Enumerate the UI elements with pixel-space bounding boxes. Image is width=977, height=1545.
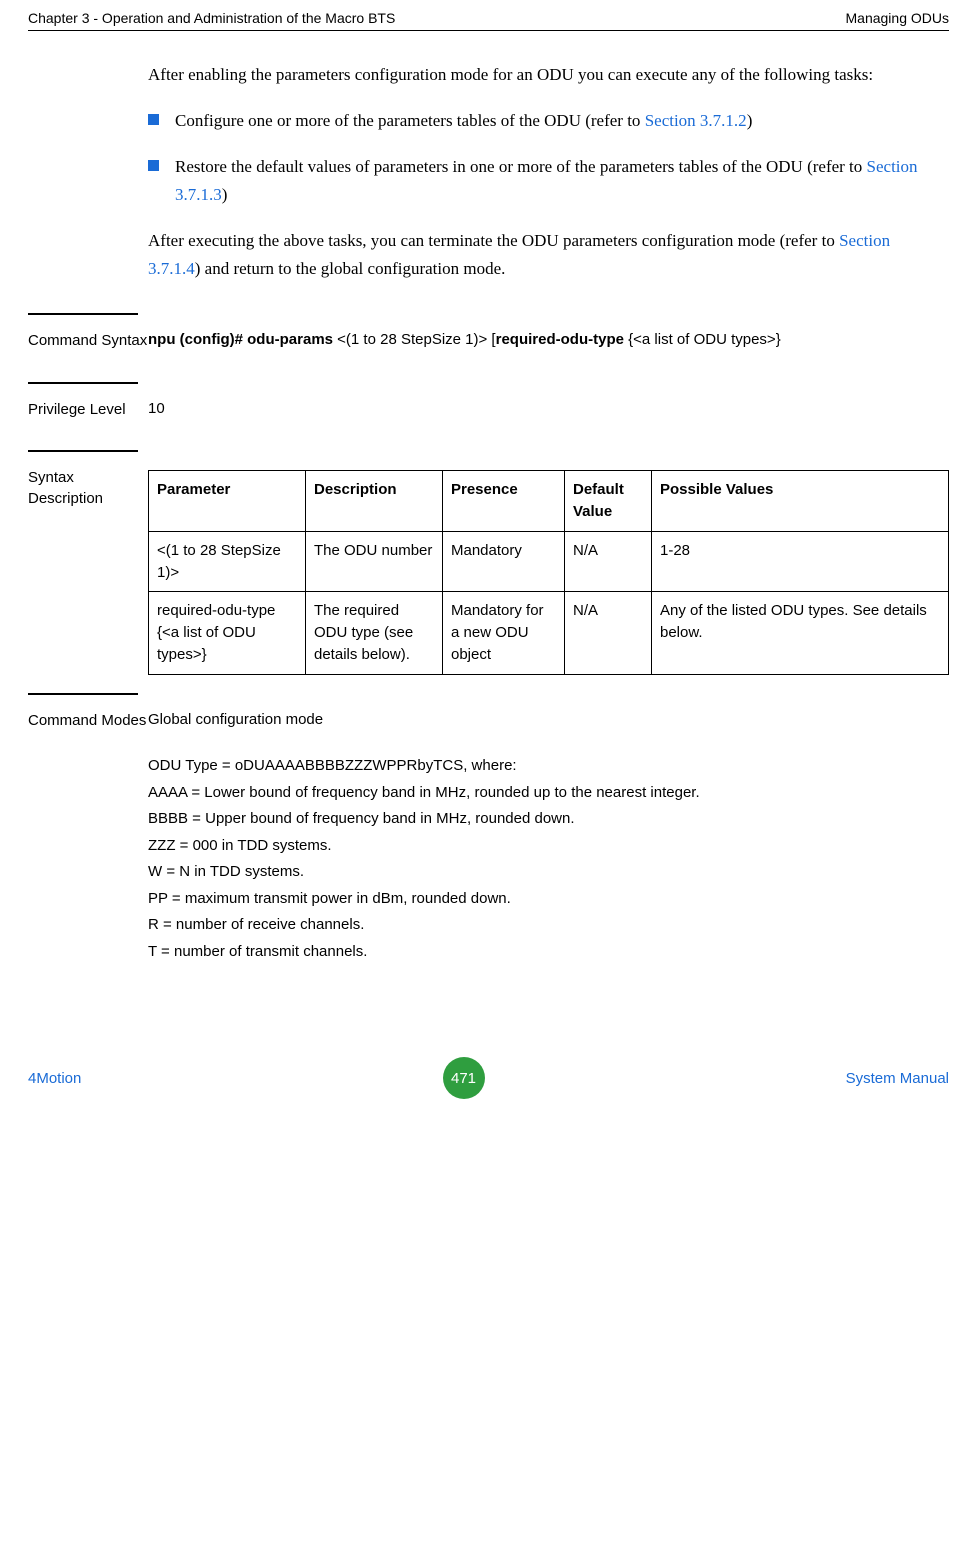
list-item: Restore the default values of parameters… xyxy=(148,153,939,209)
cmd-part-bold-1: npu (config)# odu-params xyxy=(148,331,337,348)
cell-presence: Mandatory for a new ODU object xyxy=(443,592,565,674)
col-presence: Presence xyxy=(443,471,565,532)
section-link-3-7-1-2[interactable]: Section 3.7.1.2 xyxy=(645,111,747,130)
intro-paragraph-1: After enabling the parameters configurat… xyxy=(148,61,939,89)
task-list: Configure one or more of the parameters … xyxy=(148,107,939,209)
bullet-2-post: ) xyxy=(222,185,228,204)
privilege-level-label: Privilege Level xyxy=(28,398,148,420)
command-syntax-label: Command Syntax xyxy=(28,329,148,351)
page-footer: 4Motion 471 System Manual xyxy=(0,1017,977,1111)
square-bullet-icon xyxy=(148,114,159,125)
note-line-8: T = number of transmit channels. xyxy=(148,941,949,964)
col-default-value: Default Value xyxy=(565,471,652,532)
square-bullet-icon xyxy=(148,160,159,171)
para2-pre: After executing the above tasks, you can… xyxy=(148,231,839,250)
cmd-part-bold-2: required-odu-type xyxy=(496,331,624,348)
cell-parameter: <(1 to 28 StepSize 1)> xyxy=(149,531,306,592)
notes-spacer xyxy=(28,751,148,753)
cell-parameter: required-odu-type {<a list of ODU types>… xyxy=(149,592,306,674)
col-possible-values: Possible Values xyxy=(652,471,949,532)
cell-description: The ODU number xyxy=(306,531,443,592)
bullet-1-pre: Configure one or more of the parameters … xyxy=(175,111,645,130)
bullet-1-post: ) xyxy=(747,111,753,130)
note-line-7: R = number of receive channels. xyxy=(148,914,949,937)
page-number: 471 xyxy=(443,1057,485,1099)
syntax-description-label: Syntax Description xyxy=(28,466,148,509)
odu-type-notes: ODU Type = oDUAAAABBBBZZZWPPRbyTCS, wher… xyxy=(148,751,949,967)
table-row: required-odu-type {<a list of ODU types>… xyxy=(149,592,949,674)
table-header-row: Parameter Description Presence Default V… xyxy=(149,471,949,532)
parameter-table: Parameter Description Presence Default V… xyxy=(148,470,949,674)
note-line-4: ZZZ = 000 in TDD systems. xyxy=(148,835,949,858)
col-description: Description xyxy=(306,471,443,532)
cmd-part-normal-1: <(1 to 28 StepSize 1)> [ xyxy=(337,331,495,348)
header-rule xyxy=(28,30,949,31)
footer-doc-title: System Manual xyxy=(846,1070,949,1087)
cell-description: The required ODU type (see details below… xyxy=(306,592,443,674)
cell-possible: 1-28 xyxy=(652,531,949,592)
command-syntax-value: npu (config)# odu-params <(1 to 28 StepS… xyxy=(148,329,949,352)
cell-default: N/A xyxy=(565,592,652,674)
note-line-6: PP = maximum transmit power in dBm, roun… xyxy=(148,888,949,911)
list-item: Configure one or more of the parameters … xyxy=(148,107,939,135)
cmd-part-normal-2: {<a list of ODU types>} xyxy=(624,331,781,348)
command-modes-label: Command Modes xyxy=(28,709,148,731)
para2-post: ) and return to the global configuration… xyxy=(195,259,506,278)
command-modes-value: Global configuration mode xyxy=(148,709,949,732)
bullet-2-pre: Restore the default values of parameters… xyxy=(175,157,867,176)
privilege-level-value: 10 xyxy=(148,398,949,421)
note-line-2: AAAA = Lower bound of frequency band in … xyxy=(148,782,949,805)
note-line-5: W = N in TDD systems. xyxy=(148,861,949,884)
footer-product: 4Motion xyxy=(28,1070,81,1087)
cell-possible: Any of the listed ODU types. See details… xyxy=(652,592,949,674)
cell-presence: Mandatory xyxy=(443,531,565,592)
cell-default: N/A xyxy=(565,531,652,592)
note-line-1: ODU Type = oDUAAAABBBBZZZWPPRbyTCS, wher… xyxy=(148,755,949,778)
intro-paragraph-2: After executing the above tasks, you can… xyxy=(148,227,939,283)
bullet-2-text: Restore the default values of parameters… xyxy=(175,153,939,209)
note-line-3: BBBB = Upper bound of frequency band in … xyxy=(148,808,949,831)
col-parameter: Parameter xyxy=(149,471,306,532)
header-section: Managing ODUs xyxy=(846,10,950,26)
table-row: <(1 to 28 StepSize 1)> The ODU number Ma… xyxy=(149,531,949,592)
bullet-1-text: Configure one or more of the parameters … xyxy=(175,107,939,135)
header-chapter: Chapter 3 - Operation and Administration… xyxy=(28,10,395,26)
